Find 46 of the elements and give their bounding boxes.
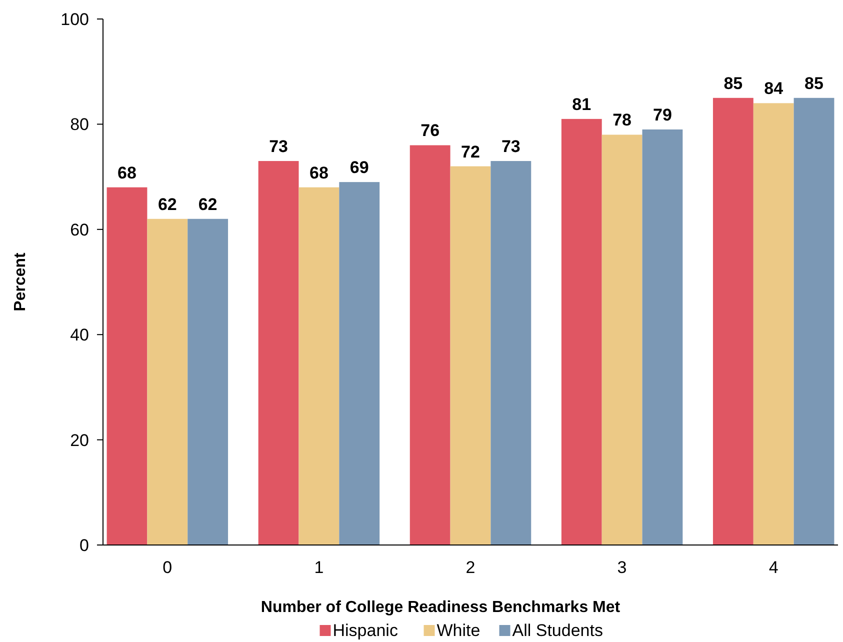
- data-label: 68: [309, 163, 328, 182]
- data-label: 76: [420, 121, 440, 140]
- bar: [602, 134, 642, 545]
- data-label: 72: [461, 142, 480, 162]
- data-label: 85: [804, 74, 824, 93]
- x-tick-label: 3: [617, 558, 627, 577]
- x-tick-label: 1: [314, 558, 324, 577]
- data-label: 68: [118, 163, 136, 182]
- bar: [410, 145, 450, 545]
- bar: [106, 187, 148, 545]
- y-tick-label: 0: [80, 536, 89, 555]
- y-tick-label: 60: [70, 220, 89, 240]
- y-tick-label: 20: [70, 430, 89, 450]
- bar: [712, 98, 754, 545]
- bar: [561, 118, 602, 545]
- bar: [298, 187, 340, 545]
- data-label: 62: [158, 194, 177, 214]
- x-tick-label: 2: [466, 558, 476, 577]
- data-label: 79: [653, 105, 672, 124]
- legend-label: All Students: [512, 621, 603, 640]
- x-tick-label: 4: [768, 558, 778, 577]
- data-label: 78: [612, 110, 632, 130]
- data-label: 85: [724, 74, 743, 93]
- y-tick-label: 40: [70, 326, 89, 345]
- legend-label: Hispanic: [332, 621, 398, 640]
- bar: [450, 166, 491, 545]
- y-axis-title: Percent: [12, 252, 29, 312]
- x-axis-title: Number of College Readiness Benchmarks Met: [260, 599, 621, 616]
- bar: [339, 182, 380, 545]
- bar: [753, 103, 794, 545]
- bar: [794, 98, 834, 545]
- data-label: 69: [350, 158, 369, 178]
- bar: [147, 218, 188, 545]
- data-label: 73: [269, 137, 288, 156]
- legend-label: White: [436, 621, 480, 640]
- data-label: 62: [198, 194, 218, 214]
- x-tick-label: 0: [162, 558, 172, 577]
- bar: [188, 218, 228, 545]
- bar: [642, 129, 683, 545]
- data-label: 73: [501, 137, 520, 156]
- data-label: 84: [764, 79, 784, 98]
- y-tick-label: 100: [60, 10, 89, 29]
- bar: [490, 161, 532, 545]
- data-label: 81: [572, 94, 592, 114]
- bar: [258, 161, 299, 545]
- y-tick-label: 80: [70, 115, 89, 134]
